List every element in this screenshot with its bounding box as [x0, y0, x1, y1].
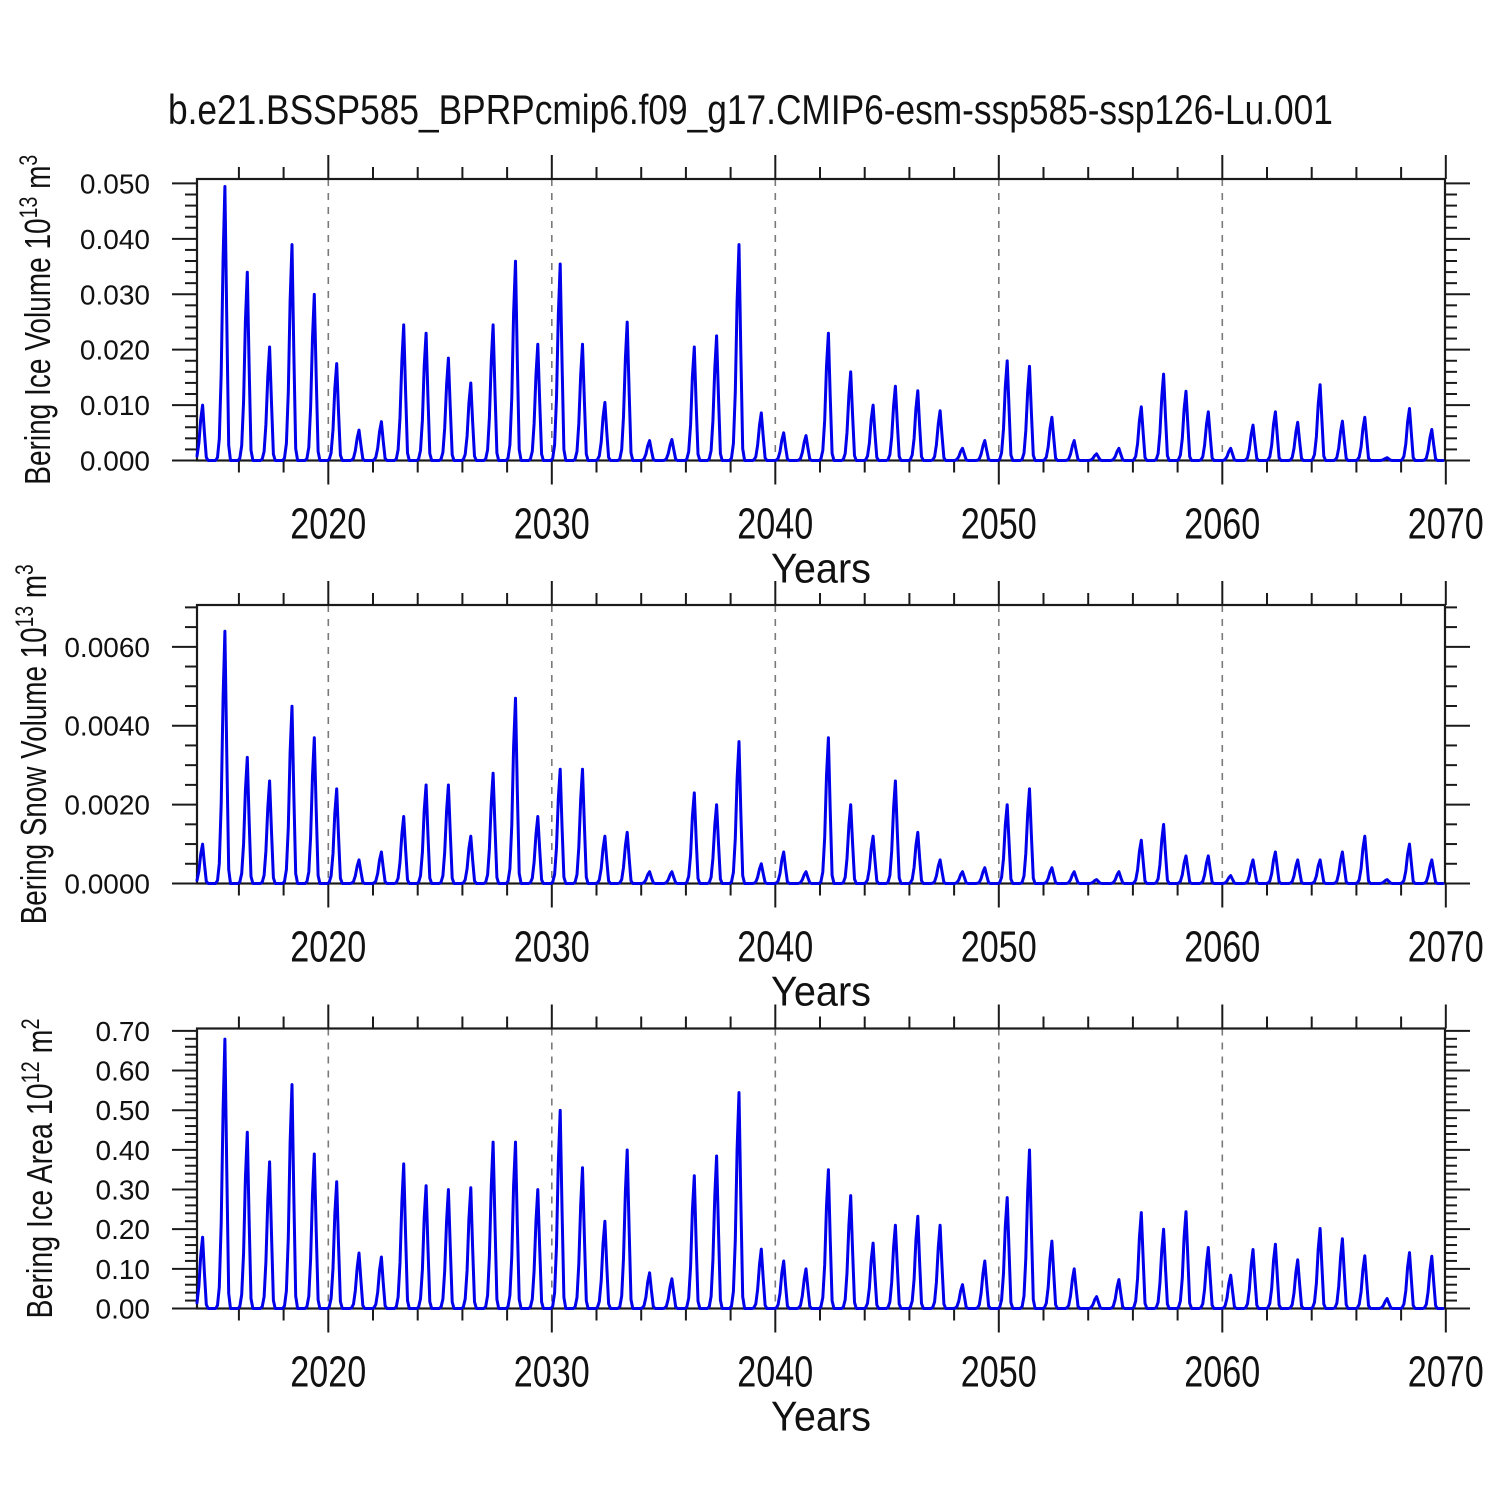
- y-tick-label: 0.70: [96, 1016, 151, 1047]
- y-tick-label: 0.000: [80, 446, 150, 477]
- plot-frame: [195, 1027, 1447, 1310]
- y-tick-label: 0.20: [96, 1214, 151, 1245]
- x-tick-label: 2020: [290, 923, 366, 972]
- y-tick-label: 0.10: [96, 1254, 151, 1285]
- y-axis-title: Bering Ice Area 1012​ m2​: [17, 1019, 60, 1319]
- x-tick-label: 2060: [1184, 1348, 1260, 1397]
- y-axis-title: Bering Snow Volume 1013​ m3​: [11, 564, 54, 924]
- x-tick-label: 2050: [961, 500, 1037, 549]
- x-axis-title: Years: [771, 1393, 871, 1440]
- y-tick-label: 0.010: [80, 390, 150, 421]
- x-axis-title: Years: [771, 545, 871, 592]
- x-tick-label: 2040: [737, 923, 813, 972]
- y-tick-label: 0.050: [80, 168, 150, 199]
- x-tick-label: 2070: [1408, 923, 1484, 972]
- chart-bering-snow-volume: 0.0000 0.0020 0.0040 0.0060 2020 2030 2040 2050…: [11, 564, 1484, 1014]
- x-tick-label: 2050: [961, 1348, 1037, 1397]
- y-tick-label: 0.0060: [64, 632, 150, 663]
- y-tick-label: 0.30: [96, 1175, 151, 1206]
- plot-title-row: b.e21.BSSP585_BPRPcmip6.f09_g17.CMIP6-es…: [0, 86, 1500, 133]
- x-tick-label: 2070: [1408, 500, 1484, 549]
- x-tick-label: 2020: [290, 1348, 366, 1397]
- y-tick-label: 0.40: [96, 1135, 151, 1166]
- y-tick-label: 0.0000: [64, 869, 150, 900]
- plot-frame: [195, 177, 1447, 462]
- x-tick-label: 2020: [290, 500, 366, 549]
- chart-bering-ice-area: 0.00 0.10 0.20 0.30 0.40 0.50 0.60 0.70 2020 2030…: [17, 1004, 1484, 1440]
- x-axis-title: Years: [771, 968, 871, 1015]
- x-tick-label: 2030: [514, 1348, 590, 1397]
- x-tick-label: 2030: [514, 500, 590, 549]
- y-axis-title: Bering Ice Volume 1013​ m3​: [15, 155, 58, 485]
- y-tick-label: 0.030: [80, 279, 150, 310]
- x-tick-label: 2070: [1408, 1348, 1484, 1397]
- data-line-bering-ice-area: [195, 1037, 1445, 1310]
- x-tick-label: 2050: [961, 923, 1037, 972]
- y-tick-label: 0.60: [96, 1056, 151, 1087]
- x-tick-label: 2040: [737, 500, 813, 549]
- y-tick-label: 0.0020: [64, 790, 150, 821]
- data-line-bering-ice-volume: [195, 185, 1445, 462]
- x-tick-label: 2060: [1184, 500, 1260, 549]
- chart-bering-ice-volume: 0.000 0.010 0.020 0.030 0.040 0.050 2020 2030 20…: [15, 155, 1484, 592]
- data-line-bering-snow-volume: [195, 629, 1445, 885]
- x-tick-label: 2040: [737, 1348, 813, 1397]
- y-tick-label: 0.0040: [64, 711, 150, 742]
- plot-title: b.e21.BSSP585_BPRPcmip6.f09_g17.CMIP6-es…: [167, 86, 1333, 133]
- y-tick-label: 0.00: [96, 1294, 151, 1325]
- y-tick-label: 0.020: [80, 335, 150, 366]
- plot-frame: [195, 603, 1447, 885]
- y-tick-label: 0.50: [96, 1095, 151, 1126]
- y-tick-label: 0.040: [80, 224, 150, 255]
- x-tick-label: 2060: [1184, 923, 1260, 972]
- x-tick-label: 2030: [514, 923, 590, 972]
